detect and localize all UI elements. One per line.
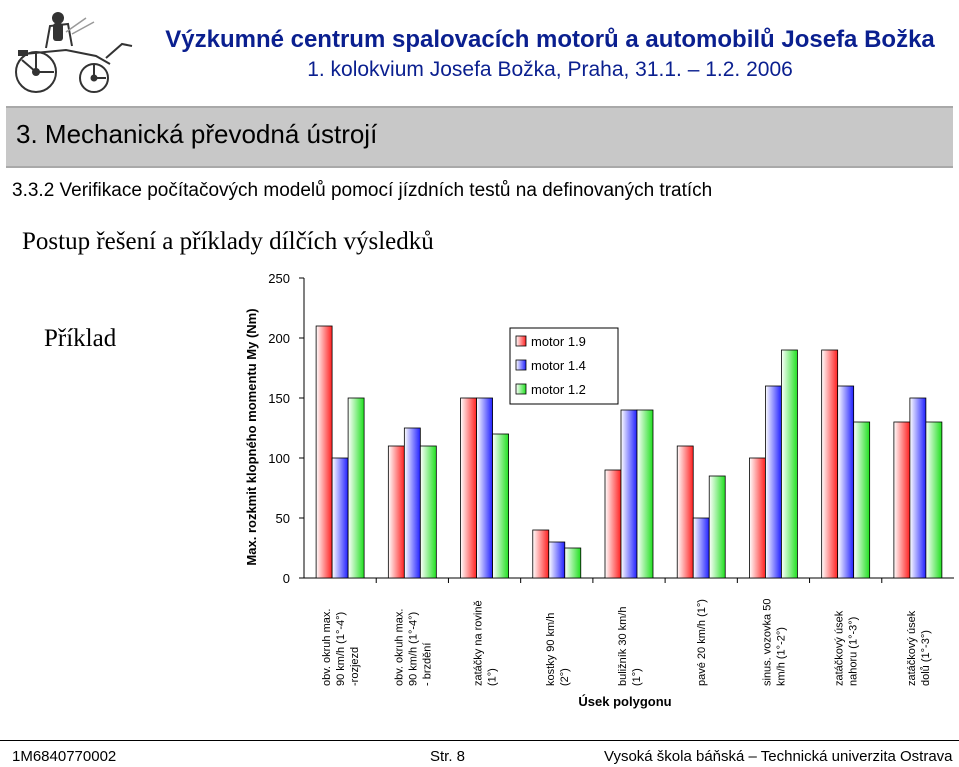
bar-motor-1-9-cat-1 (315, 325, 333, 579)
legend-swatch (515, 335, 527, 347)
legend-label: motor 1.2 (531, 382, 586, 397)
legend-box (509, 327, 619, 405)
legend-swatch (515, 383, 527, 395)
bars-layer (315, 325, 943, 579)
footer-divider (0, 740, 959, 741)
bar-motor-1-2-cat-1 (347, 397, 365, 579)
bar-motor-1-2-cat-5 (636, 409, 654, 579)
x-category-label: zatáčkový úsek dolů (1°-3°) (906, 610, 932, 686)
bar-motor-1-4-cat-6 (692, 517, 710, 579)
bar-motor-1-9-cat-8 (821, 349, 839, 579)
x-category-label: obv. okruh max. 90 km/h (1°-4°) -rozjezd (321, 609, 361, 686)
subsection-title: 3.3.2 Verifikace počítačových modelů pom… (12, 180, 713, 201)
bar-motor-1-2-cat-9 (925, 421, 943, 579)
footer-page-number: Str. 8 (430, 748, 466, 765)
y-tick-label: 200 (268, 331, 290, 346)
bar-motor-1-2-cat-4 (564, 547, 582, 579)
bar-motor-1-2-cat-6 (708, 475, 726, 579)
bar-motor-1-4-cat-2 (403, 427, 421, 579)
slide-heading: Postup řešení a příklady dílčích výsledk… (22, 228, 434, 255)
labels-layer: 0 50 100 150 200 250 obv. okruh max. 90 km/h (1… (268, 271, 932, 686)
bar-motor-1-9-cat-4 (532, 529, 550, 579)
institute-title: Výzkumné centrum spalovacích motorů a au… (165, 26, 935, 53)
bar-motor-1-2-cat-8 (853, 421, 871, 579)
bar-motor-1-4-cat-3 (476, 397, 493, 579)
bar-motor-1-4-cat-9 (909, 397, 927, 579)
bar-motor-1-4-cat-5 (620, 409, 638, 579)
bar-motor-1-9-cat-6 (676, 445, 694, 579)
legend-label: motor 1.4 (531, 358, 586, 373)
y-tick-label: 50 (276, 511, 290, 526)
bar-motor-1-2-cat-7 (781, 349, 798, 579)
bar-motor-1-2-cat-2 (419, 445, 437, 579)
bar-motor-1-4-cat-1 (331, 457, 349, 579)
section-title: 3. Mechanická převodná ústrojí (16, 119, 378, 149)
legend-label: motor 1.9 (531, 334, 586, 349)
x-category-label: obv. okruh max. 90 km/h (1°-4°) - brzdění (393, 609, 433, 686)
bar-motor-1-9-cat-9 (893, 421, 911, 579)
x-category-label: zatáčkový úsek nahoru (1°-3°) (834, 610, 860, 686)
legend-swatch (515, 359, 527, 371)
x-axis-title: Úsek polygonu (578, 694, 671, 709)
x-category-label: buližník 30 km/h (1°) (617, 607, 643, 686)
example-label: Příklad (44, 325, 117, 352)
x-category-label: zatáčky na rovině (1°) (473, 600, 499, 686)
section-band (6, 106, 953, 168)
bar-motor-1-9-cat-5 (604, 469, 622, 579)
bar-motor-1-9-cat-2 (387, 445, 405, 579)
y-tick-label: 100 (268, 451, 290, 466)
footer-project-code: 1M6840770002 (12, 748, 117, 765)
y-tick-label: 0 (283, 571, 290, 586)
bar-motor-1-4-cat-4 (548, 541, 566, 579)
legend: motor 1.9 motor 1.4 motor 1.2 (509, 327, 619, 405)
conference-title: 1. kolokvium Josefa Božka, Praha, 31.1. … (307, 58, 793, 81)
bar-motor-1-4-cat-7 (765, 385, 782, 579)
x-category-label: kostky 90 km/h (2°) (545, 613, 571, 686)
bar-motor-1-9-cat-3 (460, 397, 477, 579)
y-axis-title: Max. rozkmit klopného momentu My (Nm) (244, 308, 259, 565)
y-tick-label: 250 (268, 271, 290, 286)
x-category-label: pavé 20 km/h (1°) (696, 599, 708, 686)
y-tick-label: 150 (268, 391, 290, 406)
bar-motor-1-2-cat-3 (492, 433, 509, 579)
bar-motor-1-4-cat-8 (837, 385, 855, 579)
vintage-automobile-icon (15, 12, 133, 93)
x-category-label: sinus. vozovka 50 km/h (1°-2°) (761, 599, 787, 686)
bar-motor-1-9-cat-7 (749, 457, 766, 579)
footer-school: Vysoká škola báňská – Technická univerzi… (604, 748, 953, 765)
